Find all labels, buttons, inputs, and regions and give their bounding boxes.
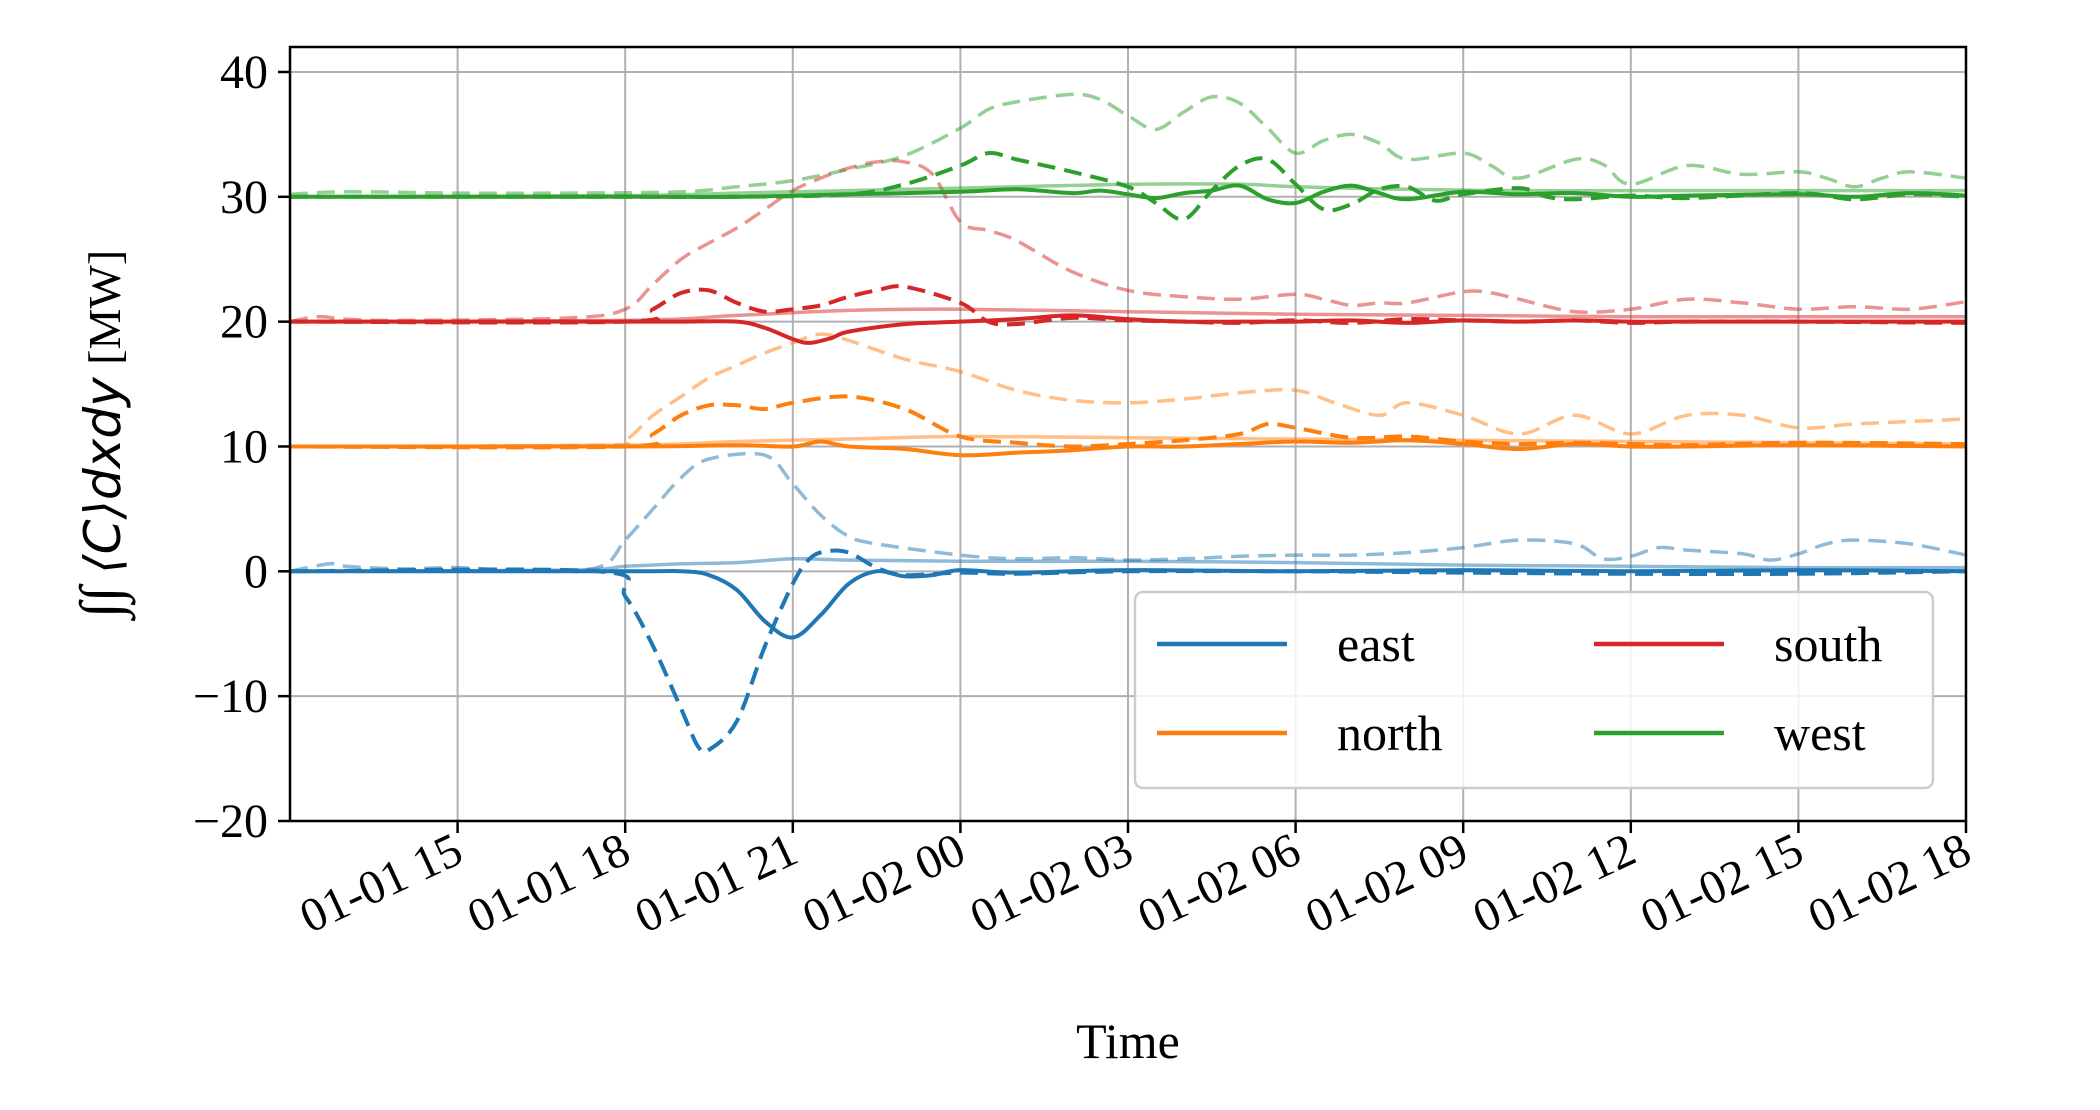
y-tick-label: 10	[220, 420, 268, 473]
legend-box	[1133, 590, 1935, 790]
series-line-north-dashed	[290, 394, 1966, 450]
series-line-south-dashed	[290, 284, 1966, 327]
legend-label-south: south	[1774, 616, 1882, 672]
series-line-west-light-solid	[290, 182, 1966, 199]
y-axis-title-integral: ∫∫	[68, 583, 136, 622]
series-line-south-light-solid	[290, 307, 1966, 324]
series-line-north-solid	[290, 438, 1966, 458]
y-axis-title-math: ⟨C⟩dxdy	[74, 376, 132, 574]
y-tick-label: 20	[220, 296, 268, 349]
y-tick-label: 30	[220, 171, 268, 224]
y-axis-title-unit: [MW]	[79, 250, 130, 365]
legend-label-east: east	[1337, 616, 1415, 672]
series-line-west-dashed	[290, 150, 1966, 222]
legend: east north south west	[1133, 590, 1935, 790]
series-line-east-light-dashed	[290, 451, 1966, 574]
y-tick-label: −10	[193, 670, 268, 723]
legend-label-west: west	[1774, 705, 1866, 761]
series-lines	[290, 92, 1966, 755]
series-line-south-light-dashed	[290, 158, 1966, 324]
series-line-west-light-dashed	[290, 92, 1966, 197]
legend-label-north: north	[1337, 705, 1443, 761]
x-axis-title: Time	[1076, 1013, 1180, 1069]
y-tick-label: 0	[244, 545, 268, 598]
series-line-east-dashed	[290, 548, 1966, 755]
y-axis-title: ∫∫ ⟨C⟩dxdy [MW]	[68, 250, 136, 622]
y-tick-label: 40	[220, 46, 268, 99]
y-tick-label: −20	[193, 795, 268, 848]
series-line-east-light-solid	[290, 556, 1966, 574]
series-line-north-light-dashed	[290, 332, 1966, 449]
